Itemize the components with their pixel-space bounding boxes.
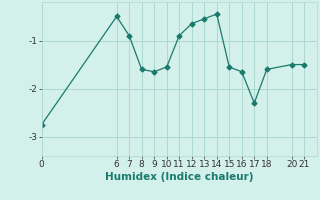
- X-axis label: Humidex (Indice chaleur): Humidex (Indice chaleur): [105, 172, 253, 182]
